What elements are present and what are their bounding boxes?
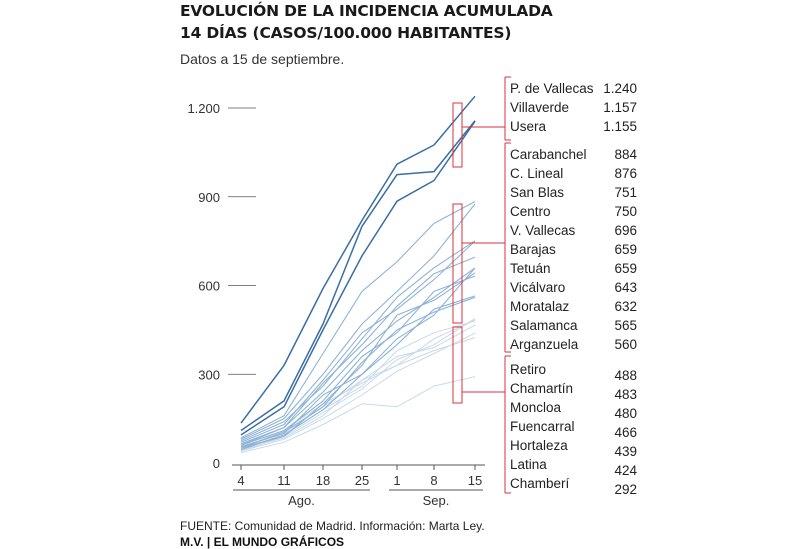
y-tick-label: 300: [198, 367, 220, 382]
series-value: 424: [614, 463, 637, 478]
series-value: 1.240: [603, 81, 637, 96]
title-line-2: 14 DÍAS (CASOS/100.000 HABITANTES): [180, 24, 512, 42]
series-value: 876: [614, 166, 637, 181]
series-line: [240, 203, 476, 440]
series-label: Retiro: [510, 362, 546, 377]
bracket-high: [452, 102, 463, 168]
series-line: [240, 201, 476, 439]
series-label: Centro: [510, 204, 551, 219]
series-label: Fuencarral: [510, 419, 575, 434]
series-label: Latina: [510, 457, 547, 472]
x-tick-label: 18: [316, 473, 330, 488]
series-line: [240, 376, 476, 454]
series-value: 488: [614, 368, 637, 383]
series-label: Salamanca: [510, 318, 578, 333]
series-label: Hortaleza: [510, 438, 568, 453]
series-value: 565: [614, 318, 637, 333]
x-group-label: Ago.: [288, 493, 315, 508]
y-tick-label: 1.200: [187, 101, 220, 116]
series-label: Arganzuela: [510, 337, 579, 352]
series-line: [240, 95, 476, 424]
chart-subtitle: Datos a 15 de septiembre.: [180, 51, 345, 67]
series-value: 466: [614, 425, 637, 440]
series-value: 884: [614, 147, 637, 162]
y-tick-label: 0: [213, 456, 220, 471]
series-label: Moncloa: [510, 400, 562, 415]
title-line-1: EVOLUCIÓN DE LA INCIDENCIA ACUMULADA: [180, 2, 553, 20]
series-value: 1.155: [603, 119, 637, 134]
y-tick-label: 900: [198, 190, 220, 205]
credit-note: M.V. | EL MUNDO GRÁFICOS: [180, 535, 345, 549]
series-line: [240, 240, 476, 443]
x-tick-label: 25: [355, 473, 369, 488]
series-value: 696: [614, 223, 637, 238]
series-label: Chamberí: [510, 476, 570, 491]
x-tick-label: 1: [393, 473, 400, 488]
series-label: P. de Vallecas: [510, 81, 594, 96]
chart-title: EVOLUCIÓN DE LA INCIDENCIA ACUMULADA 14 …: [180, 0, 553, 44]
series-label: Usera: [510, 119, 547, 134]
series-line: [240, 267, 476, 445]
series-value: 632: [614, 299, 637, 314]
series-line: [240, 120, 476, 432]
series-value: 292: [614, 482, 637, 497]
series-value: 439: [614, 444, 637, 459]
bracket-low: [452, 326, 463, 404]
series-value: 480: [614, 406, 637, 421]
series-line: [240, 240, 476, 442]
x-tick-label: 11: [277, 473, 291, 488]
series-label: Vicálvaro: [510, 280, 565, 295]
x-group-label: Sep.: [423, 493, 450, 508]
series-label: San Blas: [510, 185, 564, 200]
series-value: 751: [614, 185, 637, 200]
series-label: Carabanchel: [510, 147, 587, 162]
series-label: C. Lineal: [510, 166, 563, 181]
source-note: FUENTE: Comunidad de Madrid. Información…: [180, 519, 485, 533]
series-value: 659: [614, 261, 637, 276]
series-value: 1.157: [603, 100, 637, 115]
x-tick-label: 15: [468, 473, 482, 488]
x-tick-label: 4: [237, 473, 244, 488]
series-value: 643: [614, 280, 637, 295]
series-line: [240, 256, 476, 446]
series-line: [240, 295, 476, 451]
x-tick-label: 8: [430, 473, 437, 488]
series-line: [240, 275, 476, 446]
series-label: Barajas: [510, 242, 556, 257]
series-line: [240, 296, 476, 449]
series-value: 750: [614, 204, 637, 219]
series-line: [240, 332, 476, 452]
bracket-mid: [452, 203, 463, 324]
series-line: [240, 272, 476, 449]
series-label: Villaverde: [510, 100, 569, 115]
series-value: 483: [614, 387, 637, 402]
series-label: Chamartín: [510, 381, 573, 396]
series-value: 560: [614, 337, 637, 352]
series-label: V. Vallecas: [510, 223, 576, 238]
series-line: [240, 120, 476, 436]
series-value: 659: [614, 242, 637, 257]
series-label: Moratalaz: [510, 299, 570, 314]
series-label: Tetuán: [510, 261, 551, 276]
y-tick-label: 600: [198, 279, 220, 294]
